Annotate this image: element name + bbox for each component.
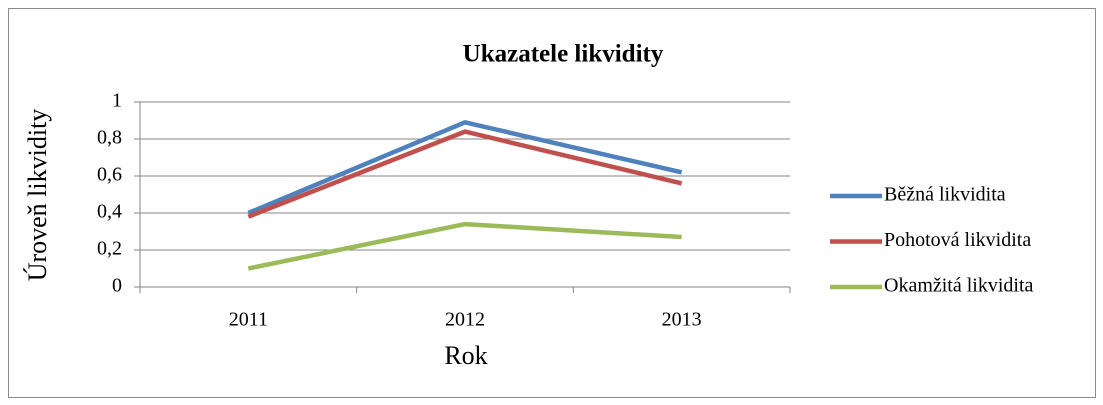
y-tick-label: 0	[112, 275, 122, 297]
x-tick-label: 2012	[445, 309, 485, 331]
x-tick-label: 2011	[229, 309, 268, 331]
chart-title: Ukazatele likvidity	[463, 41, 664, 68]
legend-label: Pohotová likvidita	[884, 229, 1031, 251]
series-line	[247, 221, 682, 271]
x-axis-label: Rok	[444, 341, 487, 370]
chart-border	[8, 8, 1096, 398]
legend-label: Běžná likvidita	[884, 184, 1006, 206]
y-tick-label: 0,4	[97, 201, 122, 223]
y-tick-label: 0,8	[97, 127, 122, 149]
x-tick-label: 2013	[662, 309, 702, 331]
series-line	[247, 120, 683, 216]
y-axis-label: Úroveň likvidity	[23, 109, 52, 282]
y-tick-label: 0,6	[97, 164, 122, 186]
series-line	[247, 129, 683, 219]
legend-label: Okamžitá likvidita	[884, 275, 1034, 297]
y-tick-label: 0,2	[97, 238, 122, 260]
y-tick-label: 1	[112, 90, 122, 112]
